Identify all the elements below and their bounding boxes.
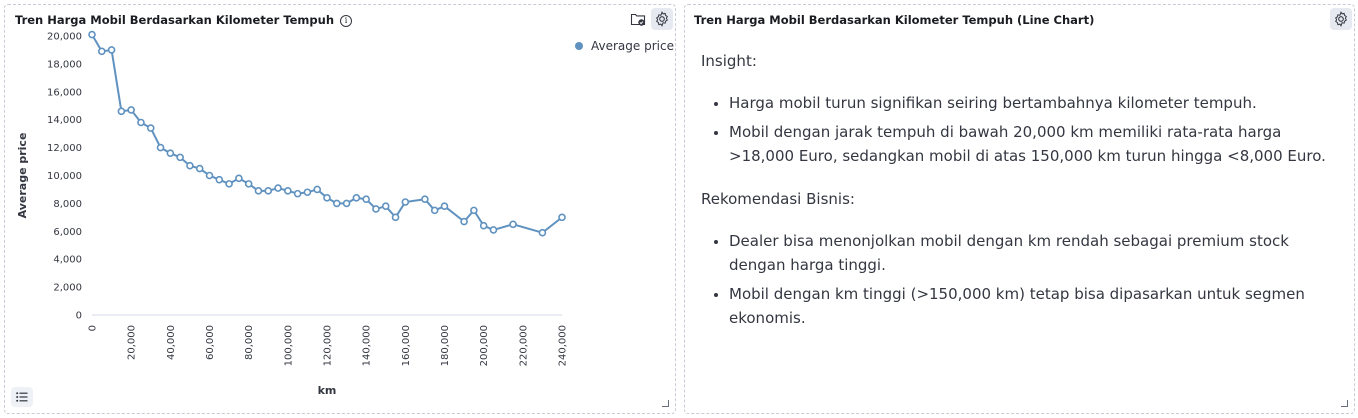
data-point[interactable] — [176, 153, 184, 162]
y-tick-label: 0 — [76, 311, 82, 322]
data-point[interactable] — [146, 124, 155, 132]
data-point[interactable] — [293, 189, 302, 198]
data-point[interactable] — [186, 161, 194, 170]
resize-icon[interactable] — [1341, 400, 1348, 407]
data-point[interactable] — [156, 143, 165, 152]
data-point[interactable] — [274, 184, 282, 192]
legend-item[interactable]: Average price — [575, 39, 674, 53]
y-tick-label: 16,000 — [47, 87, 82, 98]
data-point[interactable] — [381, 202, 390, 210]
chart-panel: Tren Harga Mobil Berdasarkan Kilometer T… — [4, 4, 676, 414]
y-tick-label: 12,000 — [47, 143, 82, 154]
data-point[interactable] — [215, 175, 224, 184]
data-point[interactable] — [127, 106, 135, 114]
x-tick-label: 180,000 — [440, 325, 451, 366]
insight-heading: Insight: — [701, 52, 757, 70]
x-tick-label: 220,000 — [518, 325, 529, 366]
data-point[interactable] — [254, 187, 263, 195]
gear-icon[interactable] — [651, 8, 673, 30]
series-line — [91, 34, 563, 234]
y-tick-label: 20,000 — [47, 32, 82, 43]
data-point[interactable] — [244, 180, 253, 188]
chart-title-text: Tren Harga Mobil Berdasarkan Kilometer T… — [15, 13, 335, 27]
data-point[interactable] — [421, 195, 429, 204]
data-point[interactable] — [430, 206, 439, 215]
x-axis-label: km — [318, 384, 337, 397]
markdown-content: Insight: Harga mobil turun signifikan se… — [701, 49, 1341, 349]
y-tick-label: 10,000 — [47, 171, 82, 182]
data-point[interactable] — [509, 220, 517, 229]
data-point[interactable] — [372, 205, 380, 213]
list-item: Dealer bisa menonjolkan mobil dengan km … — [729, 229, 1341, 277]
x-tick-label: 160,000 — [401, 325, 412, 366]
x-tick-label: 0 — [88, 325, 99, 331]
list-item: Mobil dengan km tinggi (>150,000 km) tet… — [729, 282, 1341, 330]
y-axis-label: Average price — [16, 133, 29, 219]
list-item: Harga mobil turun signifikan seiring ber… — [729, 91, 1341, 115]
x-tick-label: 200,000 — [479, 325, 490, 366]
y-tick-label: 8,000 — [53, 199, 82, 210]
data-point[interactable] — [332, 199, 341, 208]
markdown-panel-title: Tren Harga Mobil Berdasarkan Kilometer T… — [694, 13, 1095, 27]
gear-icon[interactable] — [1330, 8, 1352, 30]
x-tick-label: 80,000 — [244, 325, 255, 360]
resize-icon[interactable] — [662, 400, 669, 407]
data-point[interactable] — [166, 149, 175, 157]
data-point[interactable] — [235, 174, 243, 183]
data-point[interactable] — [117, 107, 126, 116]
data-point[interactable] — [352, 194, 361, 202]
data-point[interactable] — [342, 199, 351, 208]
data-point[interactable] — [284, 187, 292, 195]
data-point[interactable] — [137, 118, 145, 127]
y-tick-label: 18,000 — [47, 59, 82, 70]
data-point[interactable] — [225, 180, 233, 188]
data-point[interactable] — [470, 206, 478, 215]
info-icon[interactable]: i — [340, 15, 353, 27]
recommendation-list: Dealer bisa menonjolkan mobil dengan km … — [701, 229, 1341, 330]
data-point[interactable] — [538, 228, 547, 237]
data-point[interactable] — [323, 194, 331, 202]
markdown-panel: Tren Harga Mobil Berdasarkan Kilometer T… — [684, 4, 1355, 414]
data-point[interactable] — [362, 195, 370, 204]
data-point[interactable] — [460, 217, 468, 226]
y-tick-label: 4,000 — [53, 255, 82, 266]
insight-list: Harga mobil turun signifikan seiring ber… — [701, 91, 1341, 168]
data-point[interactable] — [264, 187, 273, 195]
data-point[interactable] — [97, 47, 106, 56]
x-tick-label: 60,000 — [205, 325, 216, 360]
data-point[interactable] — [391, 213, 400, 222]
y-tick-label: 6,000 — [53, 227, 82, 238]
data-point[interactable] — [479, 221, 488, 230]
data-point[interactable] — [88, 30, 96, 39]
data-point[interactable] — [440, 202, 449, 210]
data-point[interactable] — [303, 188, 312, 197]
data-point[interactable] — [195, 164, 204, 173]
data-point[interactable] — [107, 46, 116, 54]
legend-color-dot — [575, 42, 583, 50]
x-tick-label: 40,000 — [166, 325, 177, 360]
x-tick-label: 240,000 — [558, 325, 569, 366]
data-point[interactable] — [489, 226, 498, 234]
data-point[interactable] — [401, 198, 410, 206]
chart-panel-title: Tren Harga Mobil Berdasarkan Kilometer T… — [15, 13, 353, 27]
x-tick-label: 140,000 — [362, 325, 373, 366]
data-point[interactable] — [205, 171, 214, 180]
y-tick-label: 14,000 — [47, 115, 82, 126]
data-point[interactable] — [313, 185, 322, 194]
x-tick-label: 120,000 — [323, 325, 334, 366]
folder-check-icon[interactable] — [627, 8, 649, 30]
line-chart: 0 2,000 4,000 6,000 8,000 10,000 12,000 14,000 1… — [16, 30, 569, 397]
x-tick-label: 100,000 — [283, 325, 294, 366]
recommendation-heading: Rekomendasi Bisnis: — [701, 190, 855, 208]
list-icon[interactable] — [11, 387, 33, 407]
data-point[interactable] — [558, 213, 566, 222]
legend-label: Average price — [591, 39, 674, 53]
y-tick-label: 2,000 — [53, 283, 82, 294]
list-item: Mobil dengan jarak tempuh di bawah 20,00… — [729, 120, 1341, 168]
x-tick-label: 20,000 — [127, 325, 138, 360]
